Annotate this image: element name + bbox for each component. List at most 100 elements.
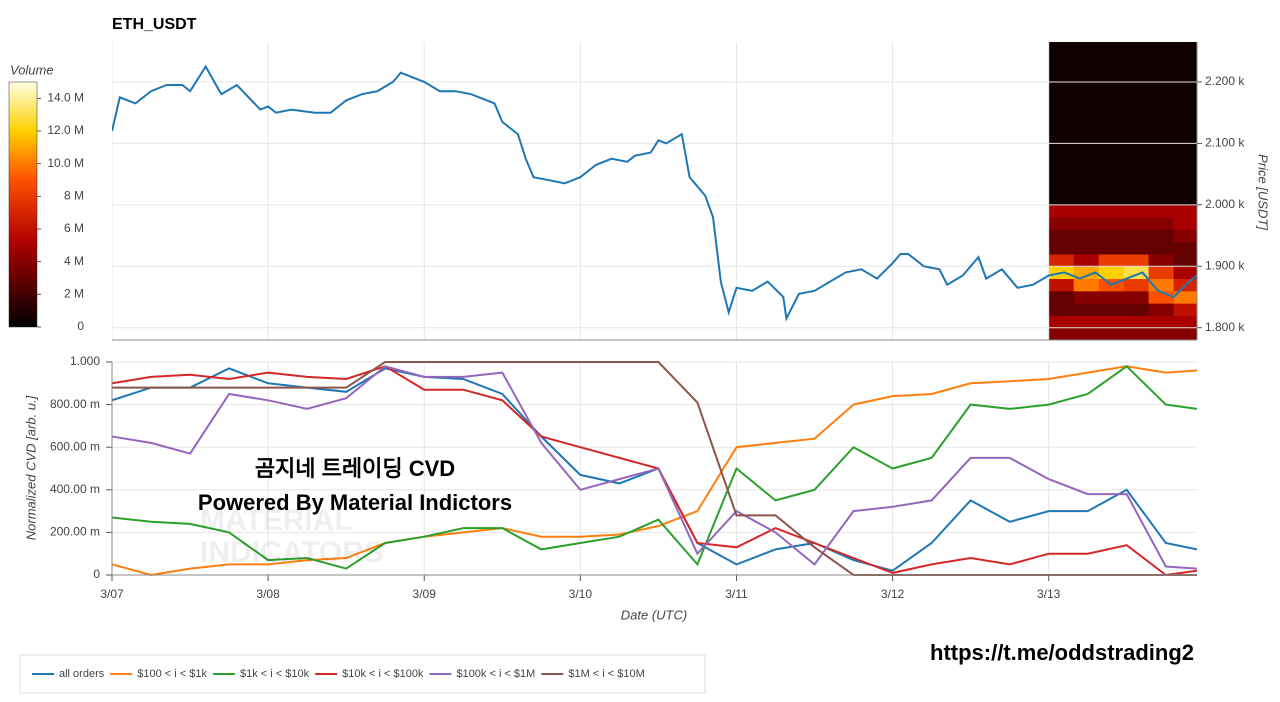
heatmap-cell xyxy=(1173,290,1197,304)
y-tick-label: 0 xyxy=(93,567,100,581)
heatmap-cell xyxy=(1048,315,1075,329)
legend-label: $10k < i < $100k xyxy=(342,668,424,680)
heatmap-cell xyxy=(1098,266,1125,280)
y-tick-label: 1.900 k xyxy=(1205,258,1245,272)
x-tick-label: 3/10 xyxy=(569,587,593,601)
x-tick-label: 3/11 xyxy=(725,587,748,601)
heatmap-cell xyxy=(1173,42,1197,206)
y-tick-label: 2.100 k xyxy=(1205,136,1245,150)
heatmap-cell xyxy=(1123,315,1150,329)
colorbar-tick-label: 8 M xyxy=(64,189,84,203)
legend-label: $100k < i < $1M xyxy=(456,668,535,680)
series-line xyxy=(112,64,1197,322)
y-tick-label: 2.200 k xyxy=(1205,74,1245,88)
chart-title: ETH_USDT xyxy=(112,16,197,33)
colorbar-tick-label: 14.0 M xyxy=(47,91,84,105)
y-axis-label: Normalized CVD [arb. u.] xyxy=(23,395,38,540)
heatmap-cell xyxy=(1148,42,1175,206)
x-axis-label: Date (UTC) xyxy=(621,607,687,622)
colorbar-title: Volume xyxy=(10,62,54,77)
heatmap-cell xyxy=(1148,315,1175,329)
colorbar-tick-label: 6 M xyxy=(64,221,84,235)
x-tick-label: 3/09 xyxy=(413,587,437,601)
heatmap-cell xyxy=(1098,290,1125,304)
heatmap-cell xyxy=(1073,42,1100,206)
heatmap-cell xyxy=(1123,241,1150,255)
heatmap-cell xyxy=(1098,204,1125,218)
heatmap-cell xyxy=(1173,315,1197,329)
heatmap-cell xyxy=(1148,303,1175,316)
heatmap-cell xyxy=(1173,204,1197,218)
heatmap-cell xyxy=(1098,303,1125,316)
heatmap-cell xyxy=(1123,266,1150,280)
heatmap-cell xyxy=(1173,241,1197,255)
heatmap-cell xyxy=(1073,229,1100,243)
heatmap-cell xyxy=(1123,229,1150,243)
heatmap-cell xyxy=(1123,290,1150,304)
heatmap-cell xyxy=(1123,278,1150,292)
heatmap-cell xyxy=(1073,241,1100,255)
heatmap-cell xyxy=(1123,217,1150,230)
heatmap-cell xyxy=(1048,229,1075,243)
x-tick-label: 3/08 xyxy=(256,587,280,601)
series-line xyxy=(112,365,1197,570)
heatmap-cell xyxy=(1123,253,1150,267)
legend-label: $1M < i < $10M xyxy=(568,668,644,680)
heatmap-cell xyxy=(1123,303,1150,316)
heatmap-cell xyxy=(1073,315,1100,329)
heatmap-cell xyxy=(1098,229,1125,243)
heatmap-cell xyxy=(1048,290,1075,304)
heatmap-cell xyxy=(1073,266,1100,280)
heatmap-cell xyxy=(1123,42,1150,206)
y-tick-label: 200.00 m xyxy=(50,525,100,539)
footer-url: https://t.me/oddstrading2 xyxy=(930,640,1194,665)
y-axis-label: Price [USDT] xyxy=(1256,154,1271,230)
colorbar-tick-label: 12.0 M xyxy=(47,123,84,137)
series-line xyxy=(112,365,1197,577)
heatmap-cell xyxy=(1148,217,1175,230)
legend-box xyxy=(19,654,706,694)
colorbar xyxy=(8,81,38,328)
heatmap-cell xyxy=(1173,229,1197,243)
heatmap-cell xyxy=(1148,241,1175,255)
heatmap-cell xyxy=(1073,217,1100,230)
heatmap-cell xyxy=(1073,253,1100,267)
series-line xyxy=(112,365,1197,570)
legend-label: $100 < i < $1k xyxy=(137,668,207,680)
heatmap-cell xyxy=(1123,327,1150,340)
watermark: INDICATORS xyxy=(200,536,384,569)
colorbar-tick-label: 2 M xyxy=(64,287,84,301)
y-tick-label: 2.000 k xyxy=(1205,197,1245,211)
colorbar-tick-label: 4 M xyxy=(64,254,84,268)
heatmap-cell xyxy=(1098,42,1125,206)
heatmap-cell xyxy=(1148,204,1175,218)
y-tick-label: 400.00 m xyxy=(50,482,100,496)
x-tick-label: 3/07 xyxy=(100,587,124,601)
heatmap-cell xyxy=(1148,229,1175,243)
heatmap-cell xyxy=(1048,42,1075,206)
heatmap-cell xyxy=(1073,327,1100,340)
annotation: Powered By Material Indictors xyxy=(198,490,512,515)
heatmap-cell xyxy=(1098,327,1125,340)
watermark: MATERIAL xyxy=(200,504,353,537)
y-tick-label: 800.00 m xyxy=(50,397,100,411)
legend-label: all orders xyxy=(59,668,105,680)
heatmap-cell xyxy=(1173,217,1197,230)
heatmap-cell xyxy=(1048,253,1075,267)
heatmap-cell xyxy=(1073,278,1100,292)
x-tick-label: 3/12 xyxy=(881,587,905,601)
heatmap-cell xyxy=(1148,253,1175,267)
heatmap-cell xyxy=(1098,241,1125,255)
annotation: 곰지네 트레이딩 CVD xyxy=(255,456,455,481)
heatmap-cell xyxy=(1048,204,1075,218)
y-tick-label: 600.00 m xyxy=(50,439,100,453)
y-tick-label: 1.000 xyxy=(70,354,100,368)
heatmap-cell xyxy=(1123,204,1150,218)
heatmap-cell xyxy=(1048,217,1075,230)
heatmap-cell xyxy=(1148,266,1175,280)
legend-label: $1k < i < $10k xyxy=(240,668,310,680)
heatmap-cell xyxy=(1173,327,1197,340)
x-tick-label: 3/13 xyxy=(1037,587,1061,601)
heatmap-cell xyxy=(1173,303,1197,316)
